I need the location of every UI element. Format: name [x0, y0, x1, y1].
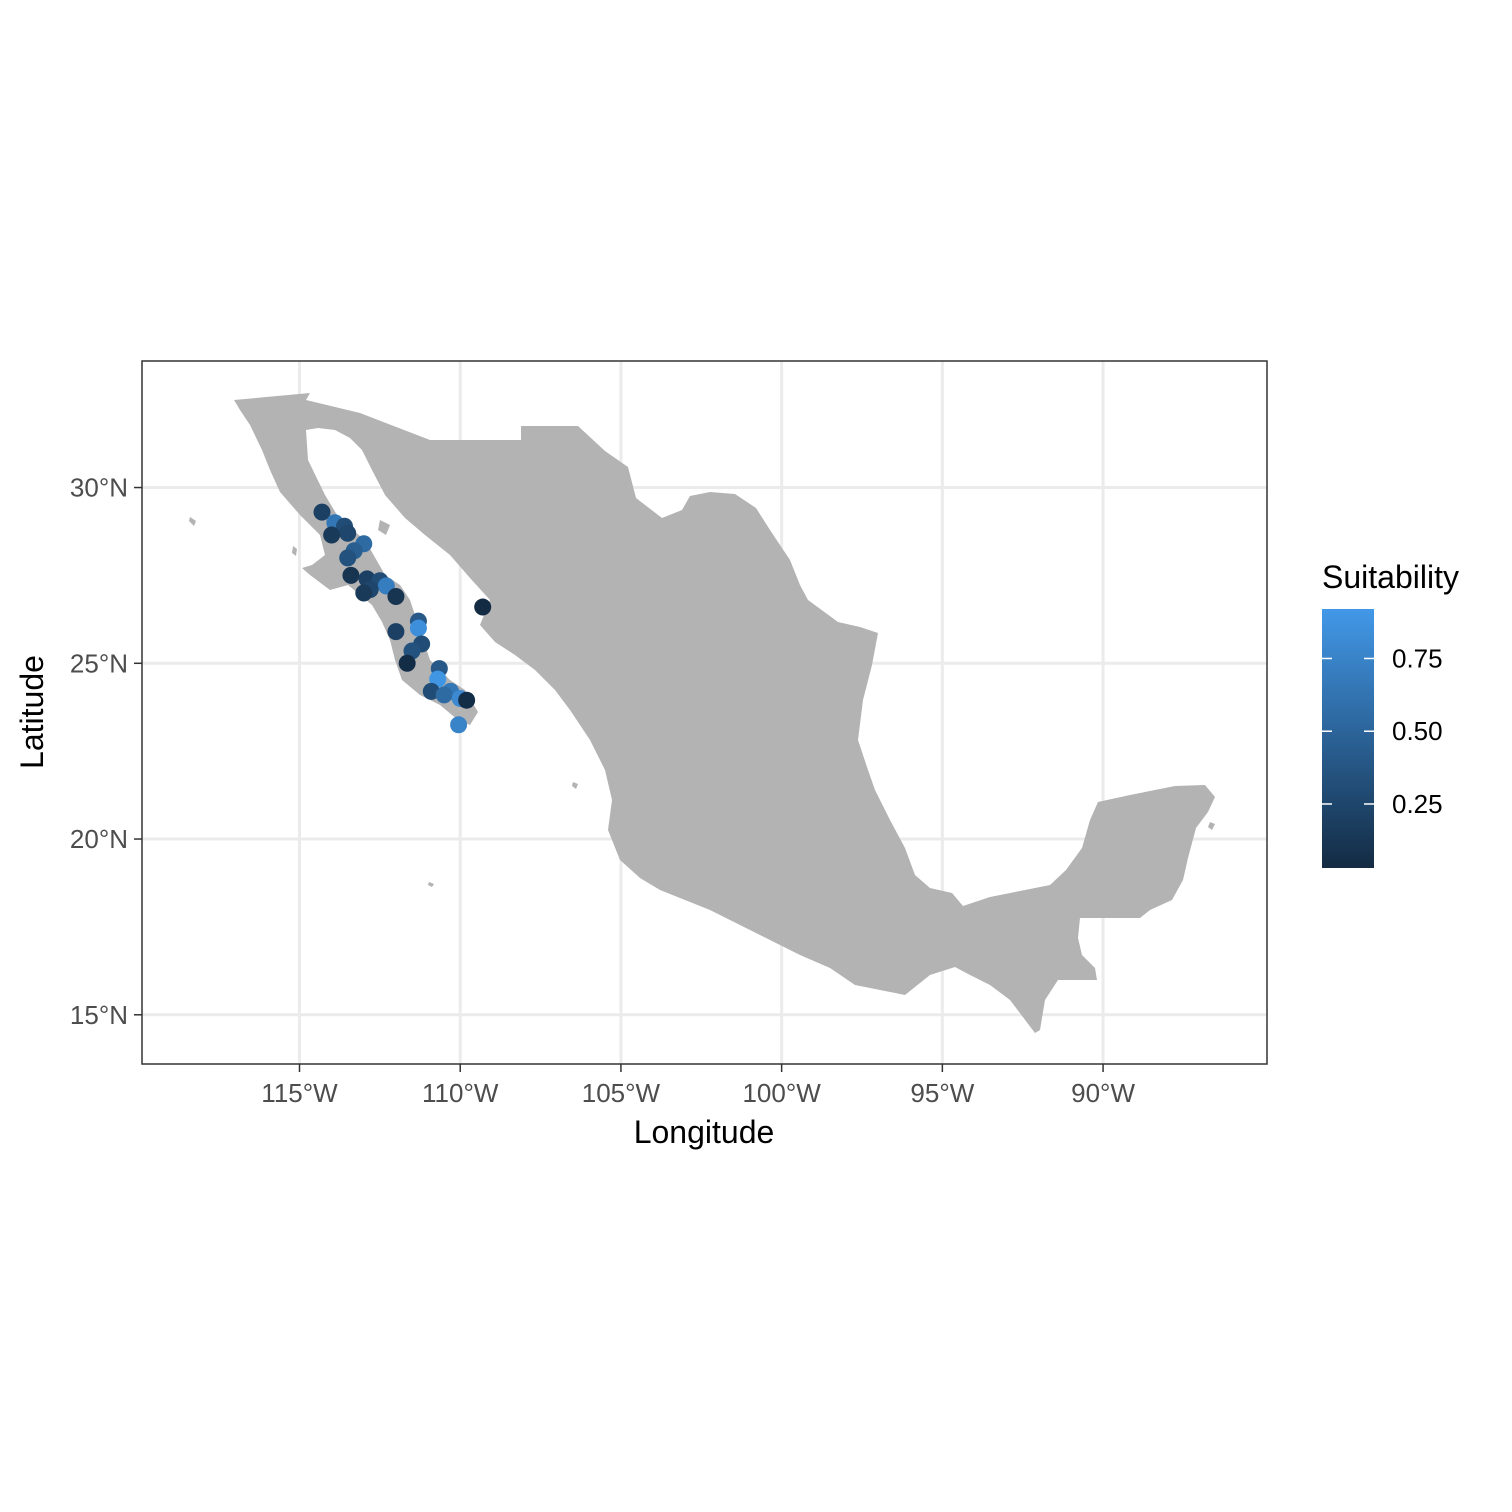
- y-tick-label: 20°N: [70, 824, 128, 854]
- legend-ticks: 0.25 0.50 0.75: [1322, 643, 1443, 819]
- legend-colorbar: [1322, 609, 1374, 868]
- occurrence-point: [342, 566, 360, 584]
- y-axis-title: Latitude: [14, 655, 50, 769]
- mexico-mainland: [234, 393, 1215, 1033]
- island-cozumel: [1208, 822, 1215, 830]
- x-axis-title: Longitude: [634, 1114, 775, 1150]
- y-tick-label: 25°N: [70, 648, 128, 678]
- y-tick-label: 30°N: [70, 473, 128, 503]
- x-tick-label: 90°W: [1071, 1078, 1135, 1108]
- x-tick-label: 95°W: [910, 1078, 974, 1108]
- occurrence-point: [339, 524, 357, 542]
- x-tick-label: 115°W: [261, 1078, 338, 1108]
- x-tick-label: 100°W: [742, 1078, 821, 1108]
- island-guadalupe: [189, 517, 196, 526]
- occurrence-point: [398, 654, 416, 672]
- legend-tick-label: 0.25: [1392, 789, 1443, 819]
- x-tick-label: 105°W: [582, 1078, 661, 1108]
- occurrence-point: [450, 716, 468, 734]
- occurrence-point: [458, 691, 476, 709]
- island-marias: [572, 782, 578, 789]
- island-socorro: [428, 882, 434, 887]
- plot-border: [141, 360, 1268, 1065]
- occurrence-point: [387, 623, 405, 641]
- y-axis: 30°N 25°N 20°N 15°N: [70, 473, 142, 1030]
- x-tick-label: 110°W: [422, 1078, 499, 1108]
- occurrence-point: [474, 598, 492, 616]
- occurrence-point: [387, 588, 405, 606]
- legend-tick-label: 0.75: [1392, 643, 1443, 673]
- legend-title: Suitability: [1322, 559, 1459, 595]
- island-cedros: [292, 546, 297, 556]
- occurrence-point: [435, 686, 453, 704]
- suitability-points: [313, 503, 492, 734]
- legend: Suitability 0.25 0.50 0.75: [1322, 559, 1459, 868]
- y-tick-label: 15°N: [70, 1000, 128, 1030]
- occurrence-point: [339, 549, 357, 567]
- occurrence-point: [409, 619, 427, 637]
- occurrence-point: [323, 526, 341, 544]
- occurrence-point: [422, 682, 440, 700]
- legend-tick-label: 0.50: [1392, 716, 1443, 746]
- x-axis: 115°W 110°W 105°W 100°W 95°W 90°W: [261, 1064, 1135, 1108]
- occurrence-point: [355, 584, 373, 602]
- island-tiburon: [378, 520, 390, 535]
- occurrence-point: [313, 503, 331, 521]
- mexico-landmass: [189, 393, 1215, 1033]
